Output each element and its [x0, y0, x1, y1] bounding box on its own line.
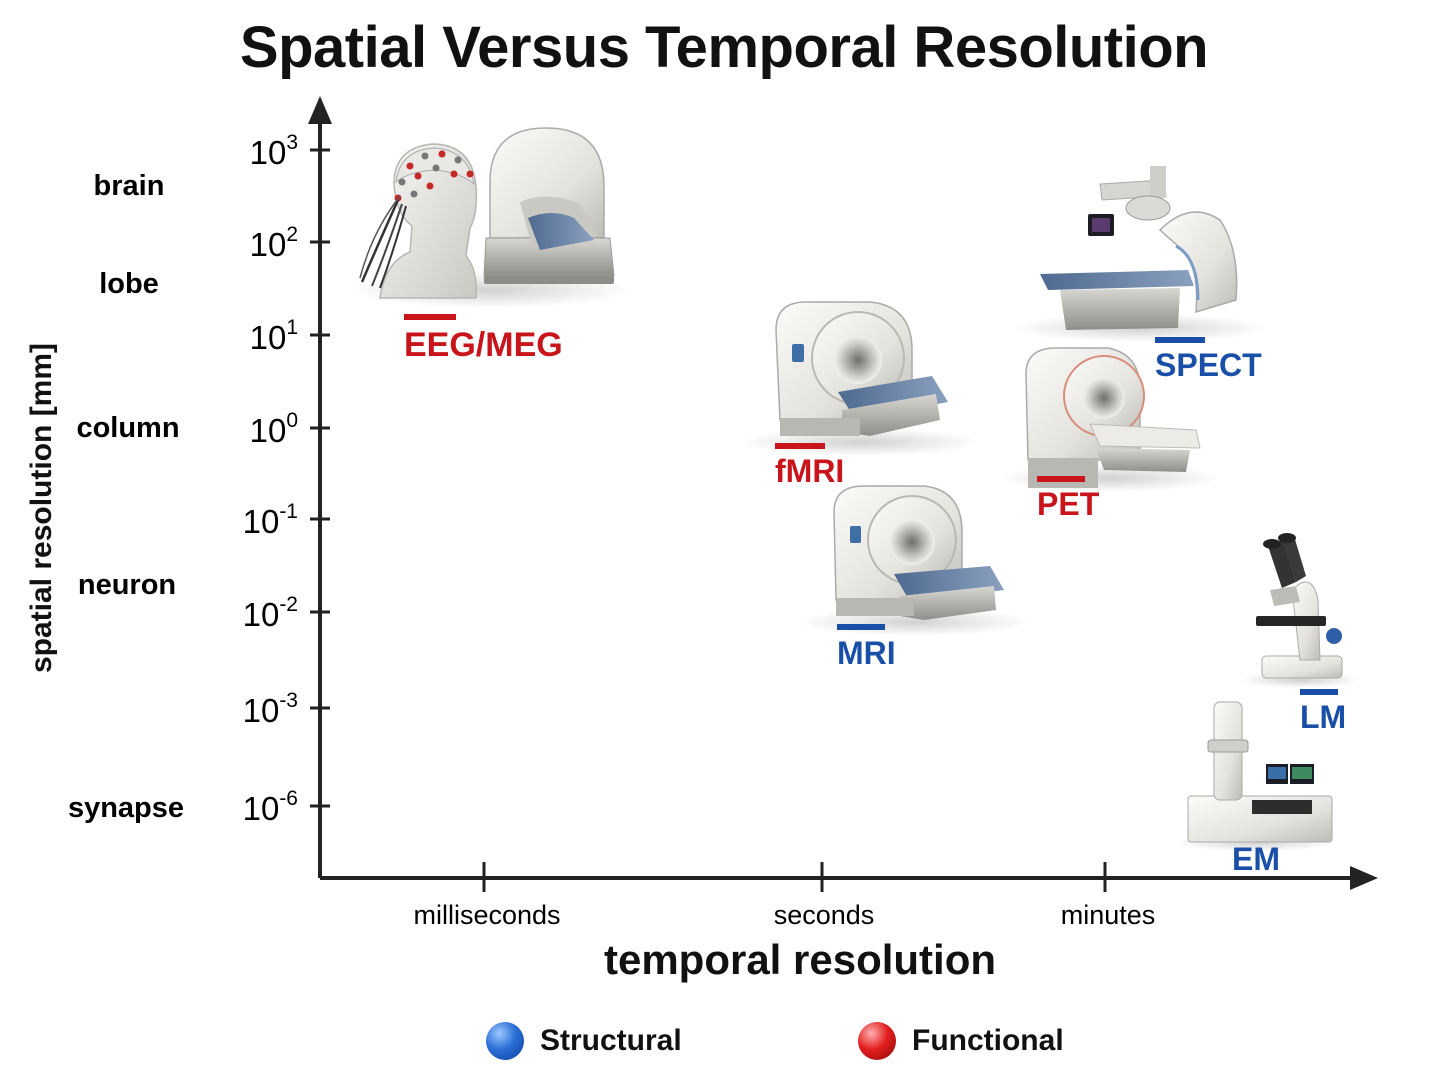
- y-tick-exponent: 3: [286, 131, 298, 154]
- y-tick-exponent: 0: [286, 409, 298, 432]
- scale-name-column: column: [76, 412, 179, 444]
- x-axis-label: temporal resolution: [603, 936, 997, 983]
- y-axis-ticks: 103 102 101 100 10-1 10-2: [243, 131, 330, 827]
- mri-label: MRI: [837, 635, 896, 671]
- eeg-meg-category-bar: [404, 314, 456, 320]
- svg-text:10-2: 10-2: [243, 593, 298, 633]
- y-tick-base: 10: [250, 226, 287, 263]
- svg-text:10-6: 10-6: [243, 787, 298, 827]
- y-tick: 100: [250, 409, 330, 449]
- lm-label: LM: [1300, 699, 1346, 735]
- legend-label-structural: Structural: [540, 1024, 682, 1057]
- y-tick: 10-3: [243, 689, 330, 729]
- scale-name-synapse: synapse: [68, 792, 184, 824]
- y-tick-base: 10: [243, 692, 280, 729]
- pet-device: [1000, 347, 1220, 492]
- spect-category-bar: [1155, 337, 1205, 343]
- y-tick-base: 10: [250, 134, 287, 171]
- fmri-device: [740, 301, 980, 456]
- legend-item-functional: Functional: [858, 1018, 1064, 1064]
- scale-names: brain lobe column neuron synapse: [68, 170, 184, 824]
- y-tick-exponent: -3: [279, 689, 298, 712]
- y-tick: 101: [250, 316, 330, 356]
- legend-label-functional: Functional: [912, 1024, 1064, 1057]
- y-tick-exponent: 2: [286, 223, 298, 246]
- lm-category-bar: [1300, 689, 1338, 695]
- fmri-label: fMRI: [775, 453, 844, 489]
- y-tick: 102: [250, 223, 330, 263]
- svg-text:10-1: 10-1: [243, 500, 298, 540]
- y-axis-arrow: [308, 96, 332, 124]
- svg-text:100: 100: [250, 409, 298, 449]
- y-tick: 103: [250, 131, 330, 171]
- y-tick-base: 10: [243, 596, 280, 633]
- svg-text:103: 103: [250, 131, 298, 171]
- y-tick: 10-6: [243, 787, 330, 827]
- y-tick-exponent: -2: [279, 593, 298, 616]
- pet-category-bar: [1037, 476, 1085, 482]
- mri-category-bar: [837, 624, 885, 630]
- y-tick-base: 10: [250, 319, 287, 356]
- eeg-meg-label: EEG/MEG: [404, 326, 563, 364]
- y-tick: 10-2: [243, 593, 330, 633]
- svg-text:10-3: 10-3: [243, 689, 298, 729]
- x-axis-ticks: milliseconds seconds minutes: [413, 862, 1155, 930]
- y-tick-exponent: -6: [279, 787, 298, 810]
- svg-text:102: 102: [250, 223, 298, 263]
- svg-text:101: 101: [250, 316, 298, 356]
- fmri-category-bar: [775, 443, 825, 449]
- scale-name-lobe: lobe: [99, 268, 159, 300]
- pet-label: PET: [1037, 486, 1100, 522]
- eeg-cap-head-icon: [359, 143, 478, 299]
- x-tick-label: milliseconds: [413, 900, 560, 930]
- scale-name-brain: brain: [94, 170, 165, 202]
- meg-scanner-icon: [483, 127, 615, 284]
- y-tick-base: 10: [243, 503, 280, 540]
- scale-name-neuron: neuron: [78, 569, 176, 601]
- lm-device: [1240, 533, 1360, 688]
- structural-dot-icon: [486, 1022, 524, 1060]
- method-labels: EEG/MEG fMRI PET SPECT MRI LM EM: [404, 314, 1346, 877]
- y-tick-base: 10: [243, 790, 280, 827]
- functional-dot-icon: [858, 1022, 896, 1060]
- em-device: [1176, 701, 1336, 852]
- x-tick-label: seconds: [774, 900, 875, 930]
- spect-device: [1010, 166, 1270, 342]
- y-tick-exponent: -1: [279, 500, 298, 523]
- eeg-meg-device: [350, 127, 630, 308]
- x-axis-arrow: [1350, 866, 1378, 890]
- x-tick-label: minutes: [1061, 900, 1156, 930]
- y-tick: 10-1: [243, 500, 330, 540]
- em-label: EM: [1232, 841, 1280, 877]
- y-tick-exponent: 1: [286, 316, 298, 339]
- legend-item-structural: Structural: [486, 1018, 682, 1064]
- y-tick-base: 10: [250, 412, 287, 449]
- mri-device: [798, 485, 1030, 636]
- diagram-title: Spatial Versus Temporal Resolution: [239, 15, 1209, 80]
- spect-label: SPECT: [1155, 347, 1262, 383]
